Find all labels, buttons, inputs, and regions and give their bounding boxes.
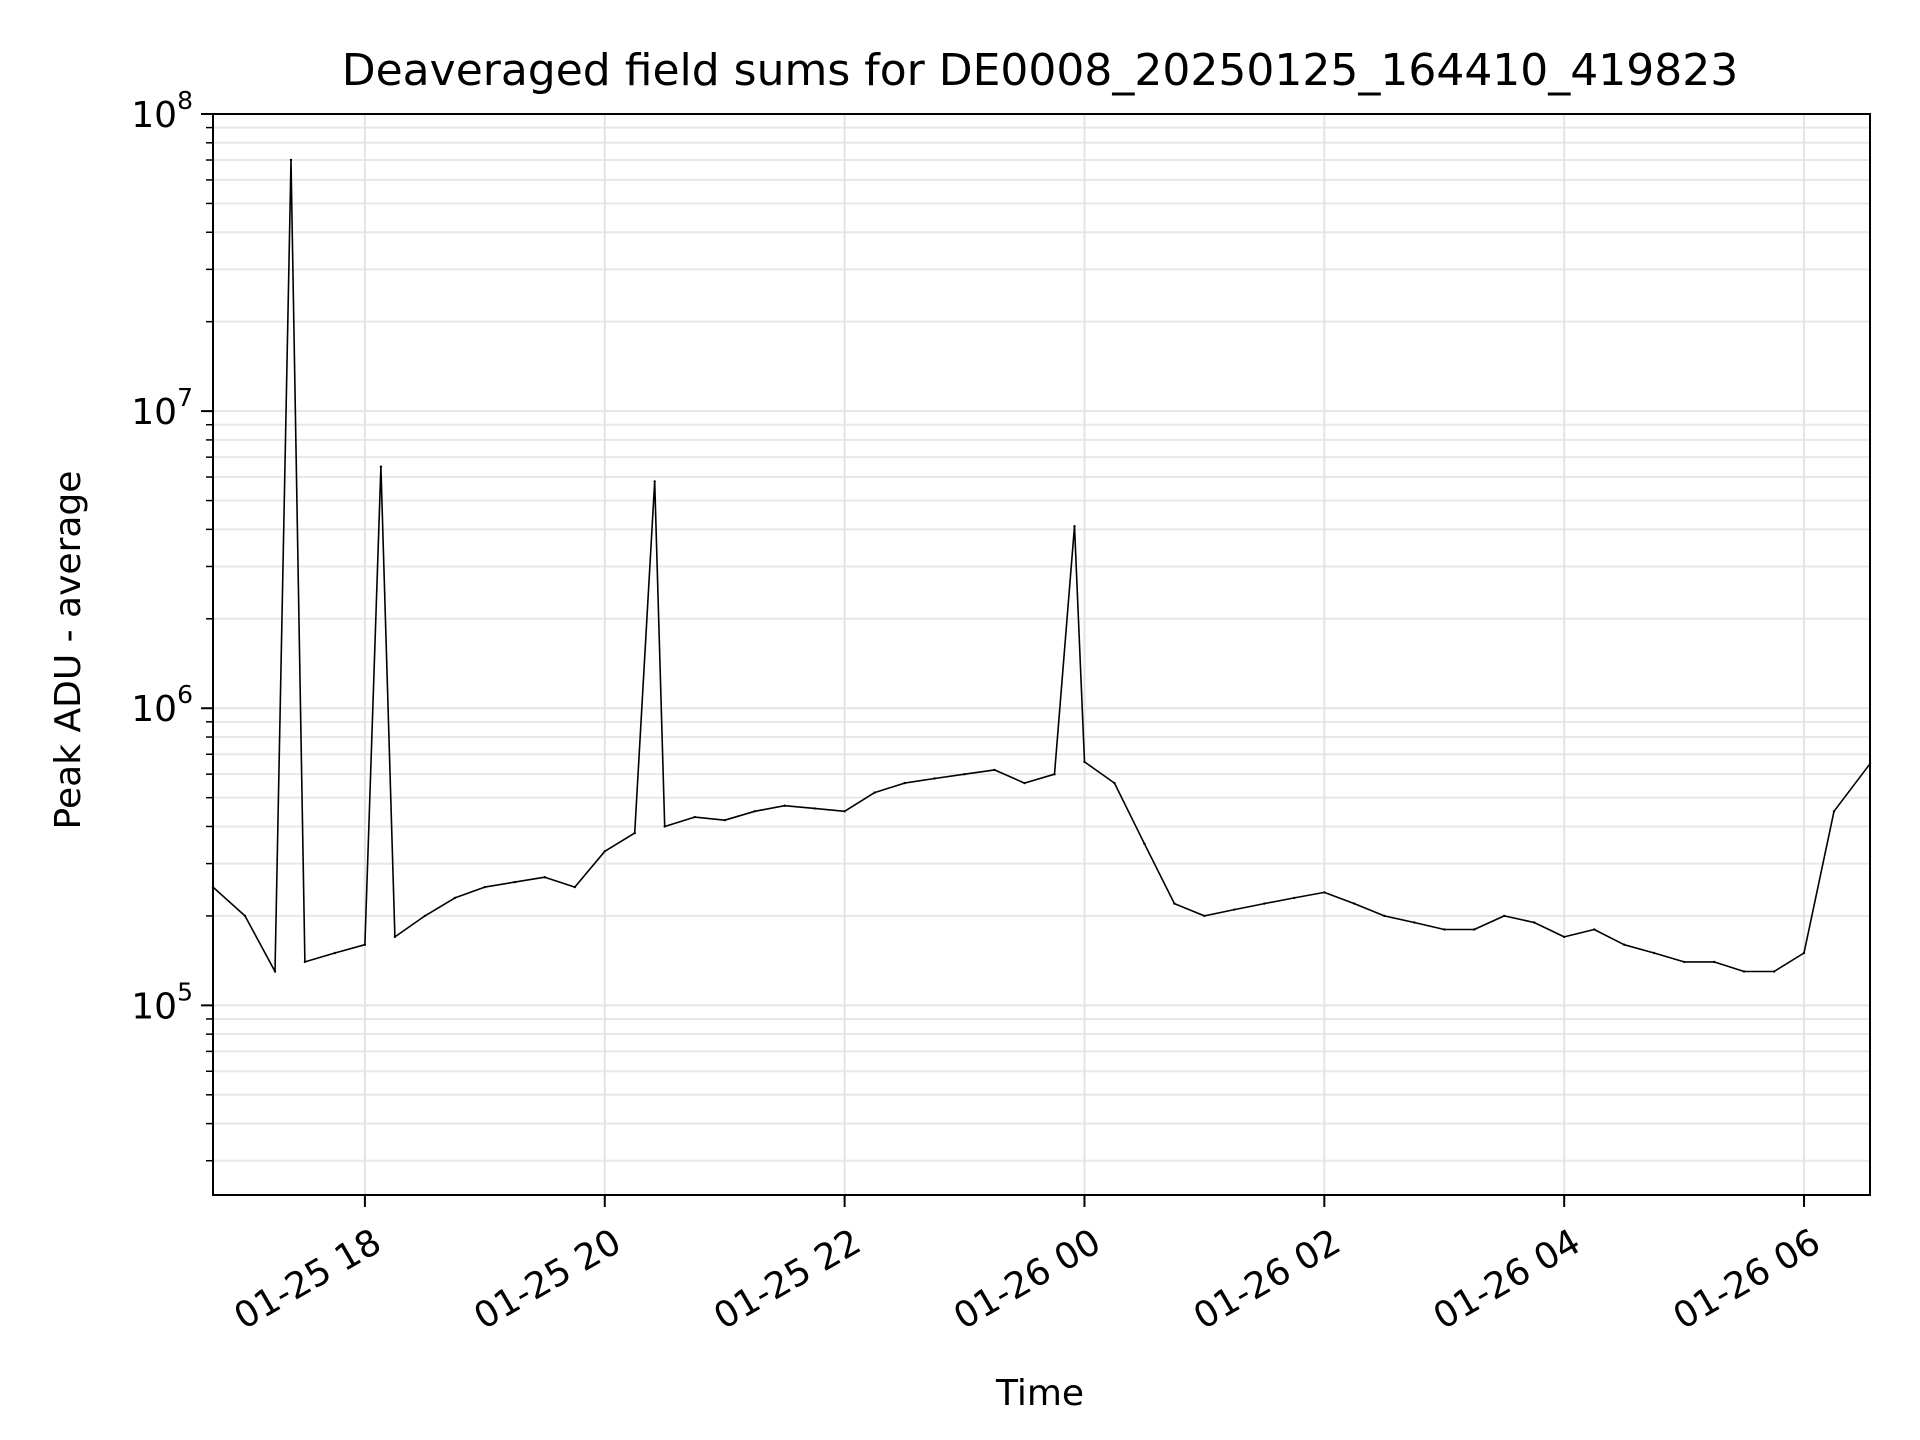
series-layer [211, 158, 1872, 973]
y-tick-label: 106 [131, 680, 193, 730]
data-point [1113, 781, 1116, 785]
data-point [1503, 914, 1506, 918]
data-point [993, 768, 996, 772]
data-point [873, 791, 876, 794]
data-point [1053, 773, 1056, 776]
data-point [1742, 970, 1746, 973]
data-point [573, 885, 576, 889]
data-point [1143, 842, 1146, 845]
data-point [783, 804, 786, 807]
data-point [933, 777, 936, 780]
data-point [1832, 810, 1836, 813]
data-point [1203, 914, 1206, 918]
data-point [1682, 960, 1686, 964]
data-point [543, 876, 546, 879]
series-line [212, 159, 1871, 973]
data-point [363, 943, 367, 946]
data-point [903, 781, 906, 785]
data-point [333, 951, 337, 955]
data-point [663, 825, 666, 828]
data-point [1593, 928, 1596, 931]
data-point [1323, 891, 1326, 894]
data-point [723, 819, 726, 822]
data-point [843, 810, 846, 813]
data-point [1353, 902, 1356, 905]
data-point [1473, 928, 1476, 931]
data-point [1263, 902, 1266, 905]
data-point [513, 880, 516, 884]
data-point [483, 885, 486, 889]
data-point [753, 810, 756, 813]
data-point [453, 896, 457, 900]
x-axis-label: Time [995, 1373, 1084, 1414]
data-point [289, 158, 293, 162]
data-point [1233, 908, 1236, 911]
data-point [1443, 928, 1446, 931]
data-point [379, 465, 383, 468]
data-point [1652, 951, 1656, 955]
data-point [1083, 760, 1086, 764]
data-point [1173, 902, 1176, 905]
minor-gridlines [213, 126, 1870, 1162]
y-tick-label: 108 [131, 86, 193, 136]
data-point [1413, 921, 1416, 924]
data-point [1712, 960, 1716, 964]
data-point [653, 480, 656, 483]
data-point [1622, 943, 1626, 946]
data-point [393, 935, 397, 939]
data-point [423, 914, 427, 918]
y-tick-label: 105 [131, 977, 193, 1027]
data-point [303, 960, 307, 964]
chart-title: Deaveraged field sums for DE0008_2025012… [342, 45, 1739, 96]
y-tick-label: 107 [131, 383, 193, 433]
data-point [1563, 935, 1566, 939]
data-point [1023, 781, 1026, 785]
data-point [1073, 525, 1076, 528]
data-point [1802, 951, 1806, 955]
data-point [1293, 896, 1296, 900]
y-axis: 105 106 107 108 [131, 86, 213, 1162]
data-point [1772, 970, 1776, 973]
data-point [963, 773, 966, 776]
data-point [1533, 921, 1536, 924]
plot-area-frame [212, 113, 1871, 1196]
data-point [813, 807, 816, 810]
data-point [633, 831, 636, 835]
data-point [243, 914, 247, 918]
data-point [603, 850, 606, 853]
data-point [273, 970, 277, 973]
data-point [693, 815, 696, 819]
data-point [1383, 914, 1386, 918]
y-axis-label: Peak ADU - average [48, 471, 89, 830]
